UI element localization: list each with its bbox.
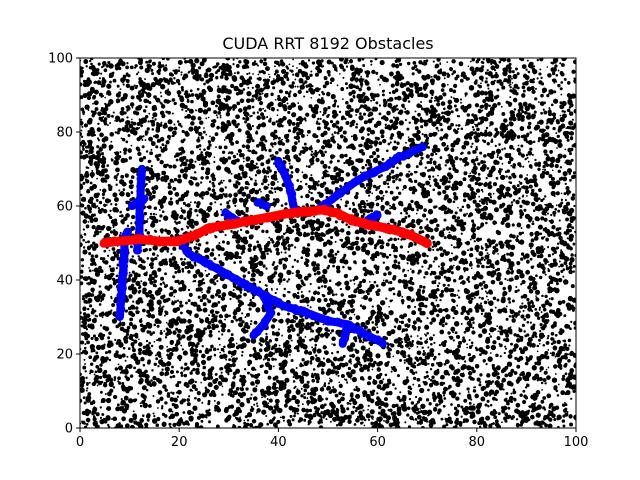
marker-point <box>249 331 258 340</box>
marker-point <box>289 201 298 209</box>
marker-point <box>422 239 432 249</box>
plot-area <box>80 58 576 428</box>
obstacle-dots <box>80 58 576 428</box>
marker-point <box>262 201 271 210</box>
x-tick-label: 60 <box>369 435 386 450</box>
x-tick-label: 80 <box>469 435 486 450</box>
plot-frame <box>79 57 577 429</box>
y-tick-label: 20 <box>56 348 73 363</box>
chart-title: CUDA RRT 8192 Obstacles <box>222 34 433 53</box>
x-tick-label: 20 <box>171 435 188 450</box>
solution-path <box>99 204 432 249</box>
marker-point <box>372 210 381 219</box>
y-tick-label: 0 <box>65 422 73 437</box>
y-axis: 0 20 40 60 80 100 <box>48 52 80 437</box>
marker-point <box>139 195 148 204</box>
marker-point <box>338 339 347 348</box>
x-tick-label: 0 <box>76 435 84 450</box>
tree-branch-5 <box>338 320 353 348</box>
y-tick-label: 100 <box>48 52 73 67</box>
x-axis: 0 20 40 60 80 100 <box>76 428 589 450</box>
marker-point <box>124 227 132 236</box>
y-tick-label: 80 <box>56 126 73 141</box>
obstacle-field <box>80 58 576 428</box>
path-line <box>99 204 432 249</box>
marker-point <box>133 246 142 255</box>
y-tick-label: 60 <box>56 200 73 215</box>
tree-branch-2 <box>128 194 149 210</box>
marker-point <box>378 339 387 348</box>
marker-point <box>418 143 427 152</box>
x-tick-label: 40 <box>270 435 287 450</box>
tree-branch-8 <box>253 198 271 210</box>
tree-branch-6 <box>274 156 298 210</box>
tree-branch-4 <box>249 290 276 340</box>
y-tick-label: 40 <box>56 274 73 289</box>
x-tick-label: 100 <box>564 435 589 450</box>
tree-branch-0 <box>115 227 132 321</box>
rrt-tree <box>115 142 427 348</box>
